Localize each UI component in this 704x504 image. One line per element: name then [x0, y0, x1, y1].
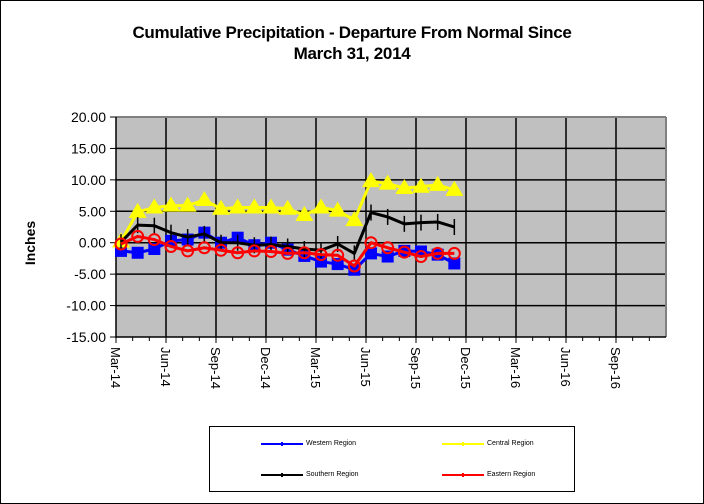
legend-item-eastern: Eastern Region — [442, 471, 535, 478]
y-tick-label: -10.00 — [66, 298, 106, 314]
y-tick-label: 10.00 — [71, 172, 106, 188]
data-point-eastern — [314, 248, 328, 262]
data-point-eastern — [247, 244, 261, 258]
data-point-central — [178, 196, 197, 212]
data-point-western — [331, 258, 344, 271]
data-point-eastern — [297, 246, 311, 260]
data-point-central — [312, 198, 330, 214]
legend-label-southern: Southern Region — [306, 471, 359, 478]
x-tick-labels: Mar-14 Jun-14 Sep-14 Dec-14 Mar-15 Jun-15 Sep-… — [108, 347, 623, 389]
data-point-central — [278, 199, 297, 215]
data-point-eastern — [131, 229, 145, 243]
x-tick-label: Jun-15 — [358, 347, 373, 387]
legend-label-central: Central Region — [487, 440, 534, 447]
series-group — [112, 172, 464, 276]
legend-swatch-southern — [261, 472, 303, 477]
data-point-central — [145, 198, 164, 214]
data-point-central — [395, 179, 414, 195]
data-point-eastern — [447, 246, 461, 260]
data-point-eastern — [347, 259, 361, 273]
legend-marker-icon — [462, 472, 464, 477]
data-point-central — [428, 175, 447, 191]
data-point-central — [212, 199, 230, 215]
data-point-central — [228, 198, 247, 214]
data-point-eastern — [381, 241, 395, 255]
data-point-eastern — [231, 246, 245, 260]
y-tick-label: 15.00 — [71, 140, 106, 156]
x-tick-label: Jun-14 — [158, 347, 173, 387]
legend-marker-icon — [462, 441, 464, 446]
data-point-eastern — [281, 246, 295, 260]
data-point-eastern — [397, 245, 411, 259]
x-tick-label: Dec-15 — [458, 347, 473, 389]
data-point-central — [262, 198, 280, 214]
x-tick-label: Jun-16 — [558, 347, 573, 387]
legend-swatch-western — [261, 441, 303, 446]
data-point-central — [362, 172, 380, 188]
data-point-western — [365, 247, 377, 260]
axes — [110, 116, 667, 343]
data-point-eastern — [364, 236, 378, 250]
data-point-western — [448, 257, 461, 270]
x-tick-label: Mar-16 — [508, 347, 523, 388]
y-tick-labels: 20.00 15.00 10.00 5.00 0.00 -5.00 -10.00 -15.00 — [66, 109, 106, 345]
series-southern — [119, 204, 456, 262]
legend-swatch-eastern — [442, 472, 484, 477]
data-point-central — [412, 177, 430, 193]
data-point-eastern — [181, 244, 195, 258]
data-point-central — [245, 198, 264, 214]
x-tick-label: Mar-14 — [108, 347, 123, 388]
data-point-central — [295, 206, 314, 222]
data-point-central — [128, 202, 147, 218]
series-central — [112, 172, 464, 248]
x-tick-label: Sep-16 — [608, 347, 623, 389]
legend-swatch-central — [442, 441, 484, 446]
legend-marker-icon — [281, 472, 283, 477]
data-point-eastern — [414, 250, 428, 264]
data-point-eastern — [214, 243, 228, 257]
data-point-eastern — [114, 237, 128, 251]
series-eastern — [114, 229, 461, 273]
data-point-western — [148, 243, 161, 255]
data-point-eastern — [197, 241, 211, 255]
chart-title: Cumulative Precipitation - Departure Fro… — [0, 22, 704, 64]
x-tick-label: Sep-15 — [408, 347, 423, 389]
x-tick-label: Sep-14 — [208, 347, 223, 389]
data-point-western — [381, 250, 394, 263]
data-point-western — [348, 263, 361, 276]
data-point-eastern — [147, 233, 161, 247]
legend-item-central: Central Region — [442, 440, 534, 447]
data-point-central — [328, 201, 347, 217]
legend-label-western: Western Region — [306, 440, 357, 447]
y-tick-label: -15.00 — [66, 329, 106, 345]
y-tick-label: -5.00 — [74, 266, 106, 282]
chart-title-line1: Cumulative Precipitation - Departure Fro… — [132, 23, 572, 42]
data-point-western — [315, 255, 327, 268]
data-point-central — [345, 211, 364, 227]
data-point-eastern — [164, 239, 178, 253]
y-tick-label: 5.00 — [79, 203, 106, 219]
data-point-eastern — [331, 248, 345, 262]
x-tick-label: Mar-15 — [308, 347, 323, 388]
data-point-western — [131, 246, 144, 259]
legend: Western Region Central Region Southern R… — [209, 426, 575, 492]
data-point-eastern — [264, 245, 278, 259]
chart-title-line2: March 31, 2014 — [293, 44, 411, 63]
data-point-central — [162, 196, 180, 212]
legend-item-western: Western Region — [261, 440, 356, 447]
legend-marker-icon — [281, 441, 283, 446]
legend-item-southern: Southern Region — [261, 471, 359, 478]
data-point-central — [445, 180, 464, 196]
y-tick-label: 20.00 — [71, 109, 106, 125]
data-point-central — [378, 174, 397, 190]
data-point-central — [195, 190, 214, 206]
data-point-eastern — [431, 246, 445, 260]
y-tick-label: 0.00 — [79, 235, 106, 251]
legend-label-eastern: Eastern Region — [487, 471, 536, 478]
x-tick-label: Dec-14 — [258, 347, 273, 389]
